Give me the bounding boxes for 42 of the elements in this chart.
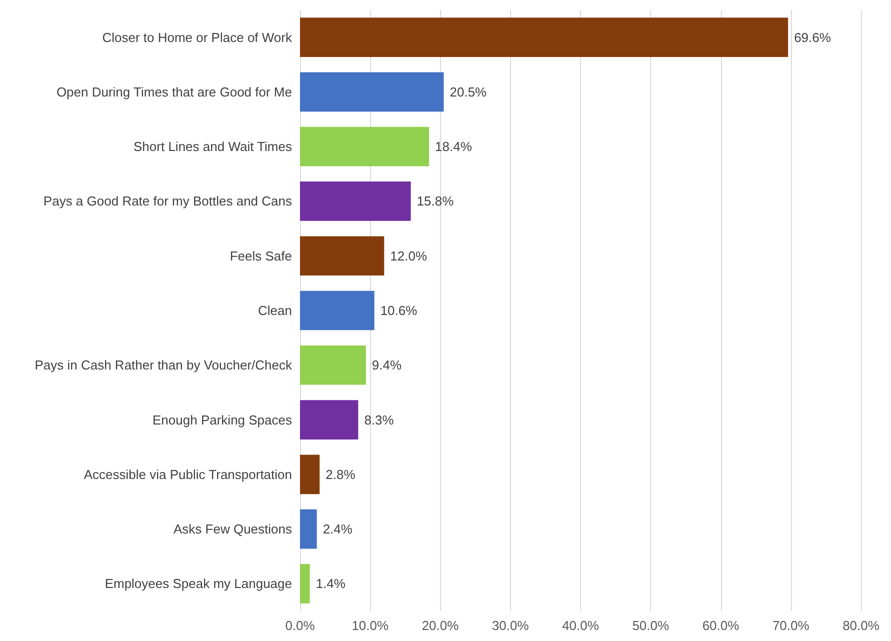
bar [300,126,430,166]
data-label: 20.5% [450,84,488,100]
bar [300,18,788,57]
y-tick-label: Clean [258,303,292,318]
bar [300,564,310,604]
x-tick-label: 70.0% [772,618,810,633]
bar [300,290,374,330]
bar [300,72,444,112]
x-tick-label: 30.0% [492,618,530,633]
data-label: 8.3% [364,412,394,428]
y-tick-label: Short Lines and Wait Times [134,139,292,154]
bar [300,182,411,221]
data-label: 15.8% [416,194,454,209]
y-tick-label: Open During Times that are Good for Me [56,84,292,100]
x-tick-label: 60.0% [702,618,740,633]
data-label: 2.4% [322,522,353,537]
x-tick-label: 10.0% [352,618,389,633]
data-label: 69.6% [794,30,832,45]
data-label: 2.8% [326,466,356,482]
bar [300,236,384,276]
y-tick-label: Accessible via Public Transportation [84,466,292,482]
bar [300,345,366,385]
y-tick-label: Asks Few Questions [174,522,292,537]
bar [300,454,320,494]
y-tick-label: Closer to Home or Place of Work [102,30,292,45]
data-label: 12.0% [390,248,428,264]
data-label: 9.4% [372,358,402,373]
y-tick-label: Employees Speak my Language [104,576,292,592]
x-tick-label: 0.0% [285,618,316,633]
bar [300,400,358,440]
y-tick-label: Pays in Cash Rather than by Voucher/Check [34,358,292,373]
data-label: 10.6% [380,303,418,318]
x-tick-label: 50.0% [632,618,670,633]
x-tick-label: 80.0% [842,618,880,633]
data-label: 1.4% [316,576,346,592]
data-label: 18.4% [435,139,472,154]
y-tick-label: Enough Parking Spaces [152,412,292,428]
x-tick-label: 20.0% [422,618,460,633]
x-tick-label: 40.0% [562,618,600,633]
bar [300,509,317,549]
y-tick-label: Pays a Good Rate for my Bottles and Cans [43,194,292,209]
y-tick-label: Feels Safe [230,248,292,264]
